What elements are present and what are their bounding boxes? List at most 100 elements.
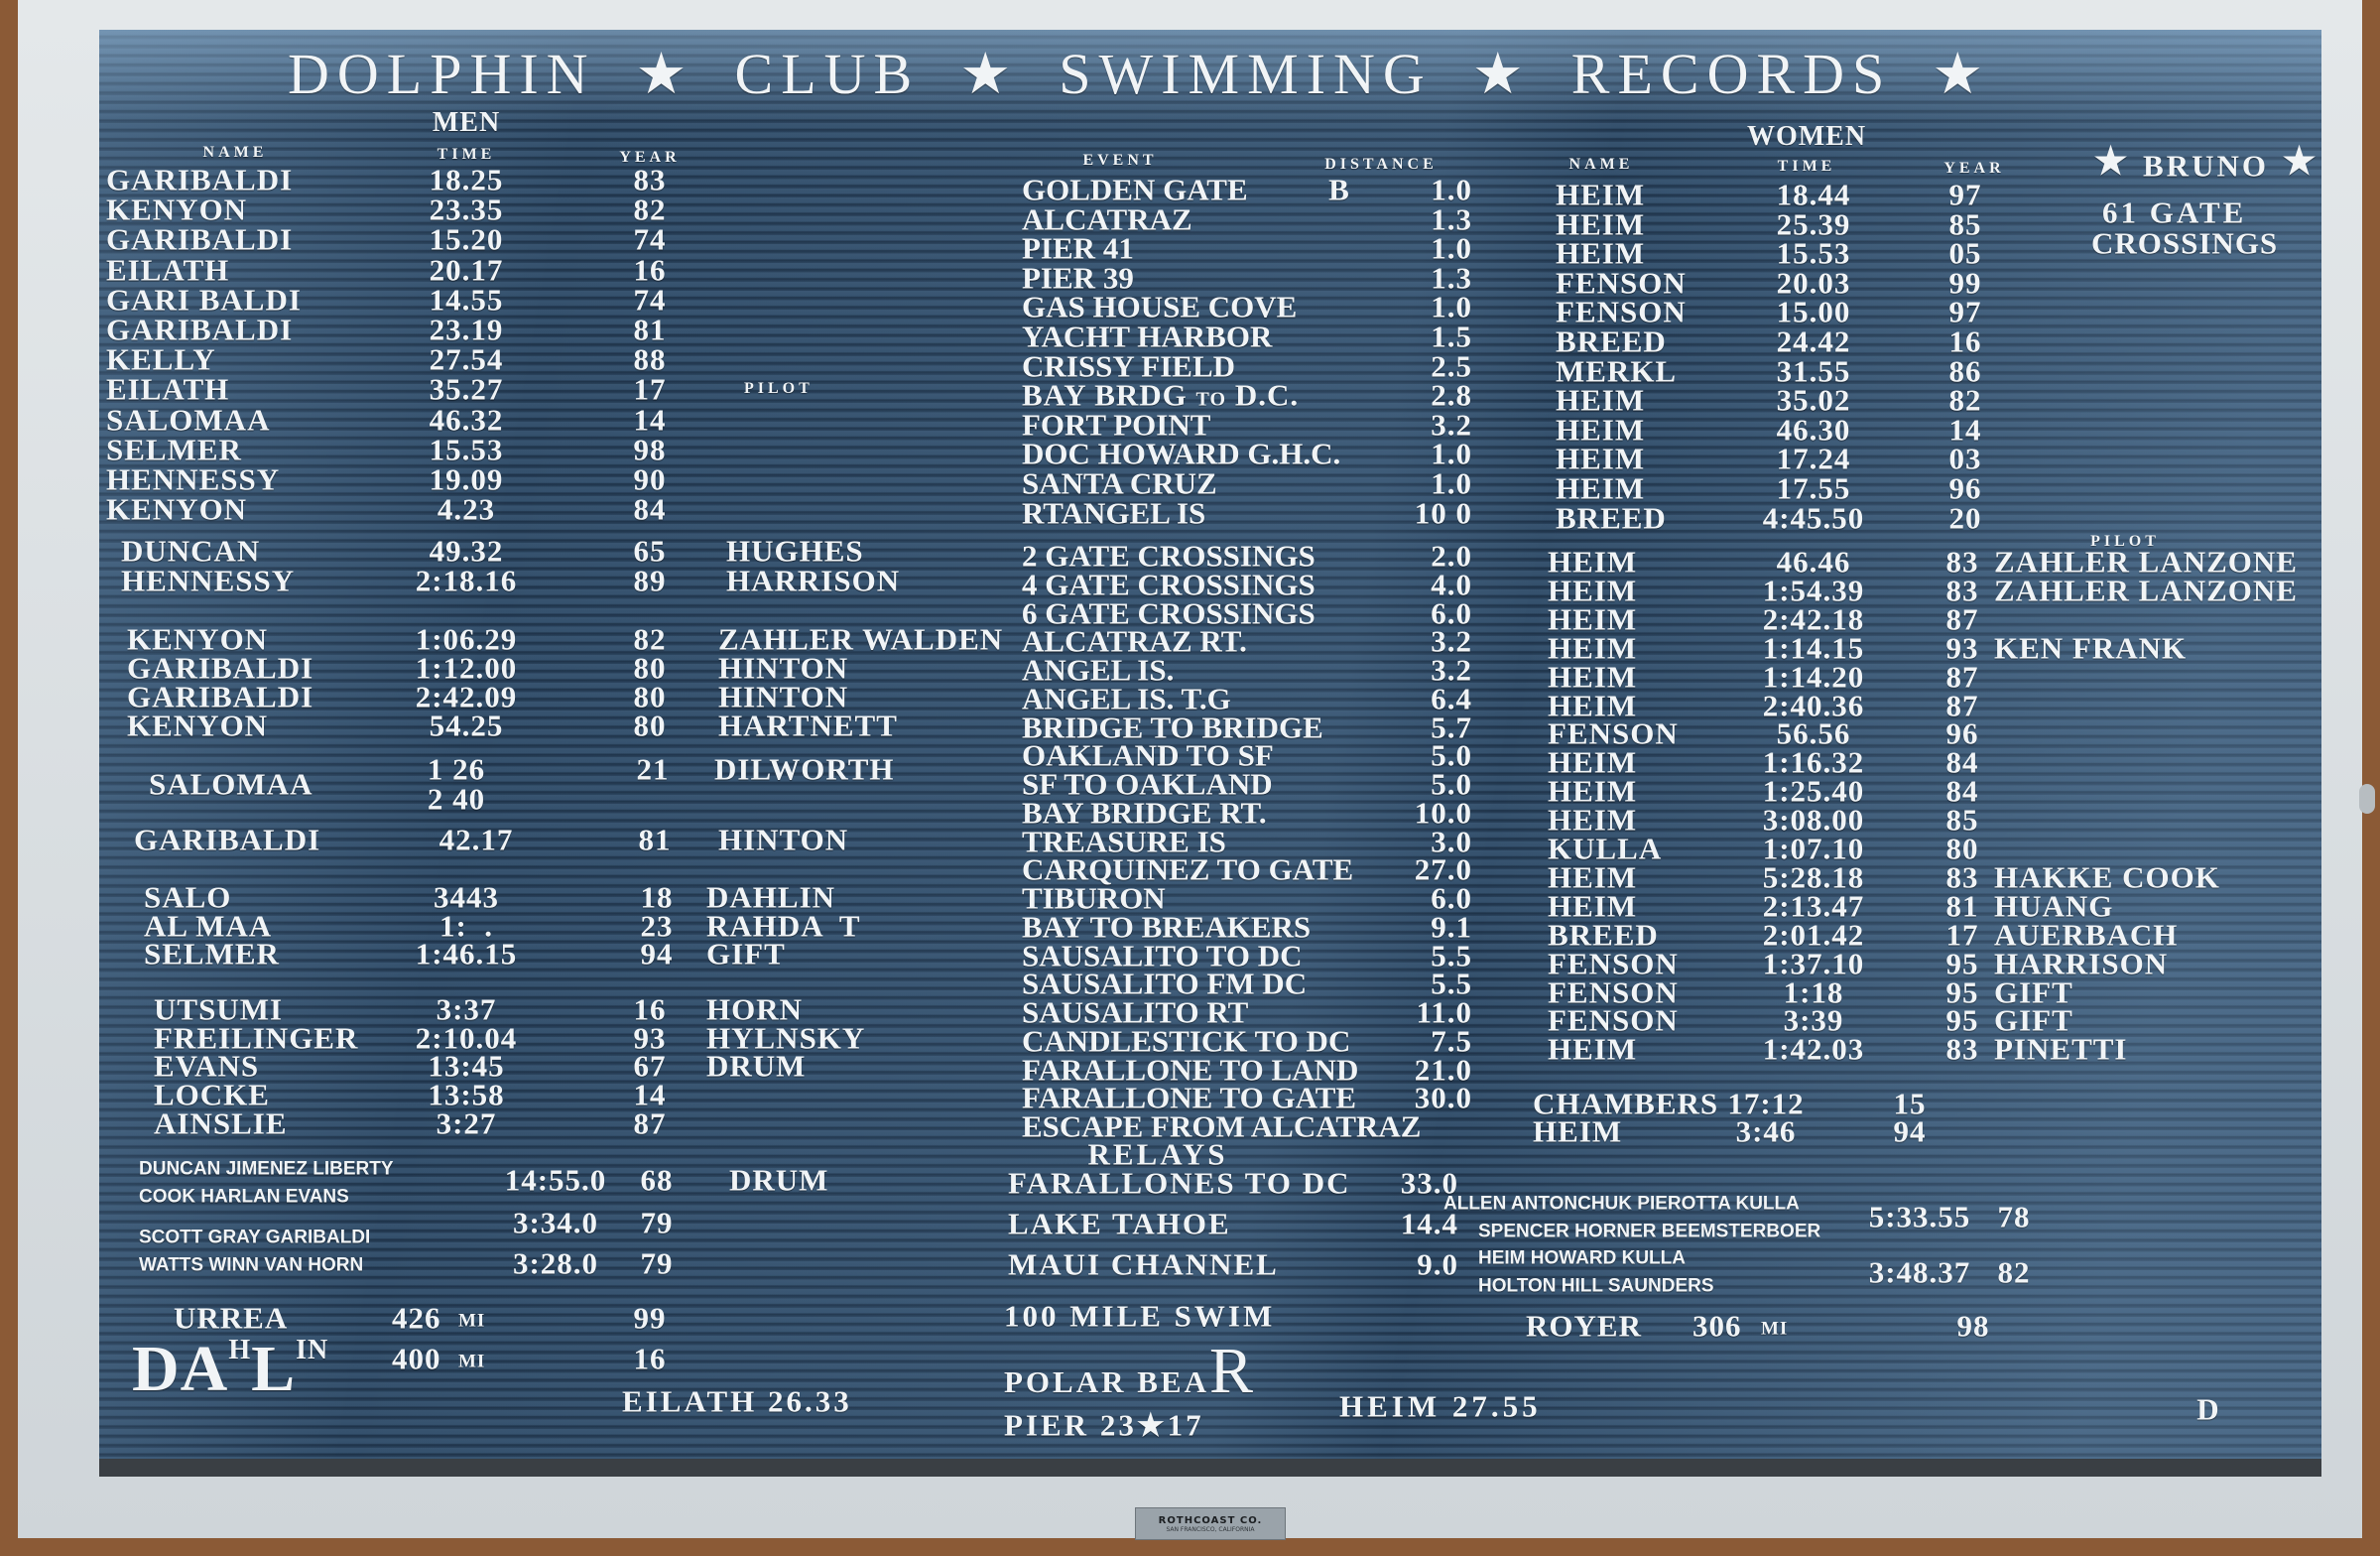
men-name: SALOMAA: [106, 402, 271, 438]
women-pilot: KEN FRANK: [1994, 630, 2188, 666]
events-distance: 2.8: [1431, 377, 1472, 413]
men-name: FREILINGER: [154, 1020, 359, 1056]
men-time: 23.35: [429, 192, 504, 227]
men-time: 15.53: [429, 432, 504, 467]
relay-event: MAUI CHANNEL: [1008, 1246, 1279, 1282]
men-name: GARIBALDI: [106, 162, 294, 197]
distance-swim-event: 100 MILE SWIM: [1004, 1298, 1276, 1334]
men-time: 18.25: [429, 162, 504, 197]
women-time: 3:08.00: [1762, 802, 1865, 838]
events-event: ANGEL IS. T.G: [1022, 681, 1231, 716]
title-word: CLUB: [734, 42, 921, 106]
women-pilot: HARRISON: [1994, 946, 2169, 981]
women-time: 3:39: [1783, 1002, 1844, 1038]
men-name-header: NAME: [202, 144, 268, 161]
events-event: RTANGEL IS: [1022, 495, 1206, 531]
men-name: EILATH: [106, 371, 230, 407]
events-event: ALCATRAZ: [1022, 201, 1192, 237]
events-event: CRISSY FIELD: [1022, 348, 1236, 384]
women-name: FENSON: [1556, 265, 1687, 301]
men-year: 16: [633, 252, 667, 288]
events-event: TIBURON: [1022, 880, 1166, 916]
men-year: 81: [633, 312, 667, 347]
events-distance: 5.5: [1431, 966, 1472, 1001]
men-note: PILOT: [744, 380, 814, 398]
dahlin-logo: DAHLIN: [132, 1333, 329, 1405]
distance-year: 99: [633, 1300, 667, 1336]
relay-year: 79: [640, 1205, 674, 1240]
relay-distance: 9.0: [1417, 1246, 1458, 1282]
women-name: HEIM: [1548, 573, 1638, 608]
men-time: 3:27: [436, 1105, 497, 1141]
women-year: 95: [1945, 946, 1979, 981]
women-time: 17.55: [1776, 470, 1851, 506]
events-event: BAY TO BREAKERS: [1022, 909, 1312, 945]
women-year: 85: [1948, 206, 1982, 242]
men-time: 46.32: [429, 402, 504, 438]
men-time: 1:06.29: [415, 621, 518, 657]
distance-header: DISTANCE: [1324, 156, 1438, 173]
women-pilot: ZAHLER LANZONE: [1994, 544, 2298, 580]
women-name: HEIM: [1548, 888, 1638, 924]
bruno-line1: 61 GATE: [2102, 194, 2247, 230]
relay-event: LAKE TAHOE: [1008, 1206, 1231, 1241]
men-pilot: ZAHLER WALDEN: [718, 621, 1004, 657]
case-latch[interactable]: [2359, 784, 2375, 814]
relay-swimmers: SPENCER HORNER BEEMSTERBOER: [1478, 1221, 1821, 1242]
women-pilot: ZAHLER LANZONE: [1994, 573, 2298, 608]
events-event: OAKLAND TO SF: [1022, 737, 1274, 773]
men-name: KENYON: [106, 192, 248, 227]
women-pilot: AUERBACH: [1994, 917, 2179, 953]
events-event: FARALLONE TO LAND: [1022, 1052, 1359, 1087]
women-time: 1:14.20: [1762, 659, 1865, 695]
women-name: BREED: [1548, 917, 1659, 953]
women-year: 86: [1948, 353, 1982, 389]
women-name: HEIM: [1556, 235, 1646, 271]
men-year: 84: [633, 491, 667, 527]
men-time: 13:45: [428, 1048, 505, 1084]
events-distance: 1.0: [1431, 436, 1472, 471]
women-polar-bear: HEIM 27.55: [1339, 1388, 1542, 1424]
title-word: RECORDS: [1570, 42, 1893, 106]
events-distance: 27.0: [1414, 851, 1472, 887]
events-event: SAUSALITO FM DC: [1022, 966, 1308, 1001]
men-name: EVANS: [154, 1048, 260, 1084]
glass-reflection: [99, 30, 2321, 124]
events-distance: 2.0: [1431, 538, 1472, 574]
star-icon: ★: [1471, 42, 1532, 106]
men-time: 1:46.15: [415, 936, 518, 972]
women-year: 96: [1945, 715, 1979, 751]
men-name: LOCKE: [154, 1077, 270, 1112]
women-name: FENSON: [1548, 974, 1679, 1009]
men-time: 20.17: [429, 252, 504, 288]
star-icon: ★: [635, 42, 695, 106]
men-year: 16: [633, 991, 667, 1027]
distance-unit: MI: [458, 1310, 486, 1332]
relay-swimmers: HEIM HOWARD KULLA: [1478, 1247, 1686, 1269]
distance-unit: MI: [458, 1351, 486, 1372]
women-year: 83: [1945, 544, 1979, 580]
women-pilot: HUANG: [1994, 888, 2114, 924]
relay-distance: 33.0: [1400, 1165, 1458, 1201]
events-distance: 5.0: [1431, 737, 1472, 773]
men-name: HENNESSY: [121, 563, 296, 598]
relay-distance: 14.4: [1400, 1206, 1458, 1241]
title-word: DOLPHIN: [288, 42, 596, 106]
men-pilot: HINTON: [718, 650, 849, 686]
women-year: 03: [1948, 441, 1982, 476]
men-year: 23: [640, 908, 674, 943]
women-time: 1:42.03: [1762, 1031, 1865, 1067]
women-time: 17:12: [1727, 1086, 1805, 1121]
distance-year: 98: [1956, 1308, 1990, 1344]
women-year: 84: [1945, 744, 1979, 780]
men-year: 80: [633, 708, 667, 743]
relays-heading: RELAYS: [1087, 1136, 1228, 1172]
men-name: GARIBALDI: [106, 221, 294, 257]
men-year: 94: [640, 936, 674, 972]
men-year: 83: [633, 162, 667, 197]
men-name: KENYON: [106, 491, 248, 527]
events-distance: 1.3: [1431, 260, 1472, 296]
women-time: 4:45.50: [1762, 500, 1865, 536]
men-time: 1:12.00: [415, 650, 518, 686]
events-distance: 1.3: [1431, 201, 1472, 237]
